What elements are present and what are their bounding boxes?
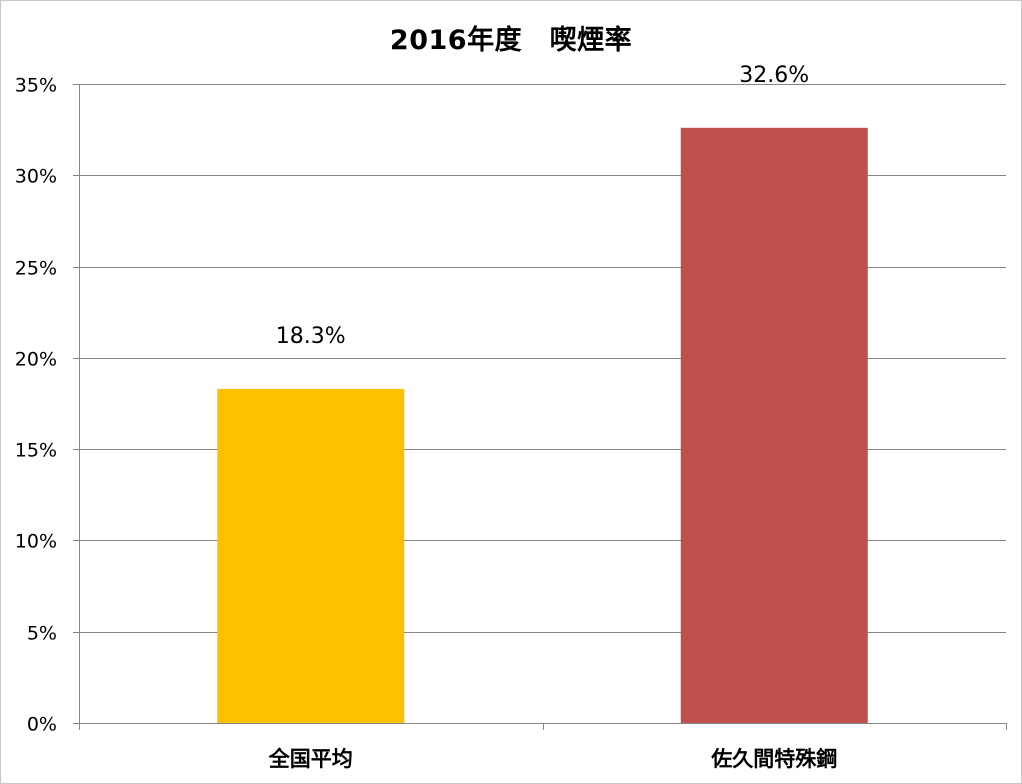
chart-title: 2016年度 喫煙率 (389, 25, 633, 56)
y-tick-label: 0% (27, 714, 57, 736)
y-tick-label: 20% (15, 349, 57, 371)
y-tick-label: 25% (15, 258, 57, 280)
bar (217, 388, 405, 723)
y-tick-label: 5% (27, 623, 57, 645)
data-label: 32.6% (739, 63, 809, 88)
y-tick-label: 30% (15, 166, 57, 188)
y-tick-label: 15% (15, 440, 57, 462)
y-tick-label: 35% (15, 75, 57, 97)
y-tick-label: 10% (15, 531, 57, 553)
data-label: 18.3% (276, 324, 346, 349)
x-category-label: 佐久間特殊鋼 (710, 747, 837, 771)
x-category-label: 全国平均 (268, 747, 353, 771)
bar (680, 127, 868, 724)
